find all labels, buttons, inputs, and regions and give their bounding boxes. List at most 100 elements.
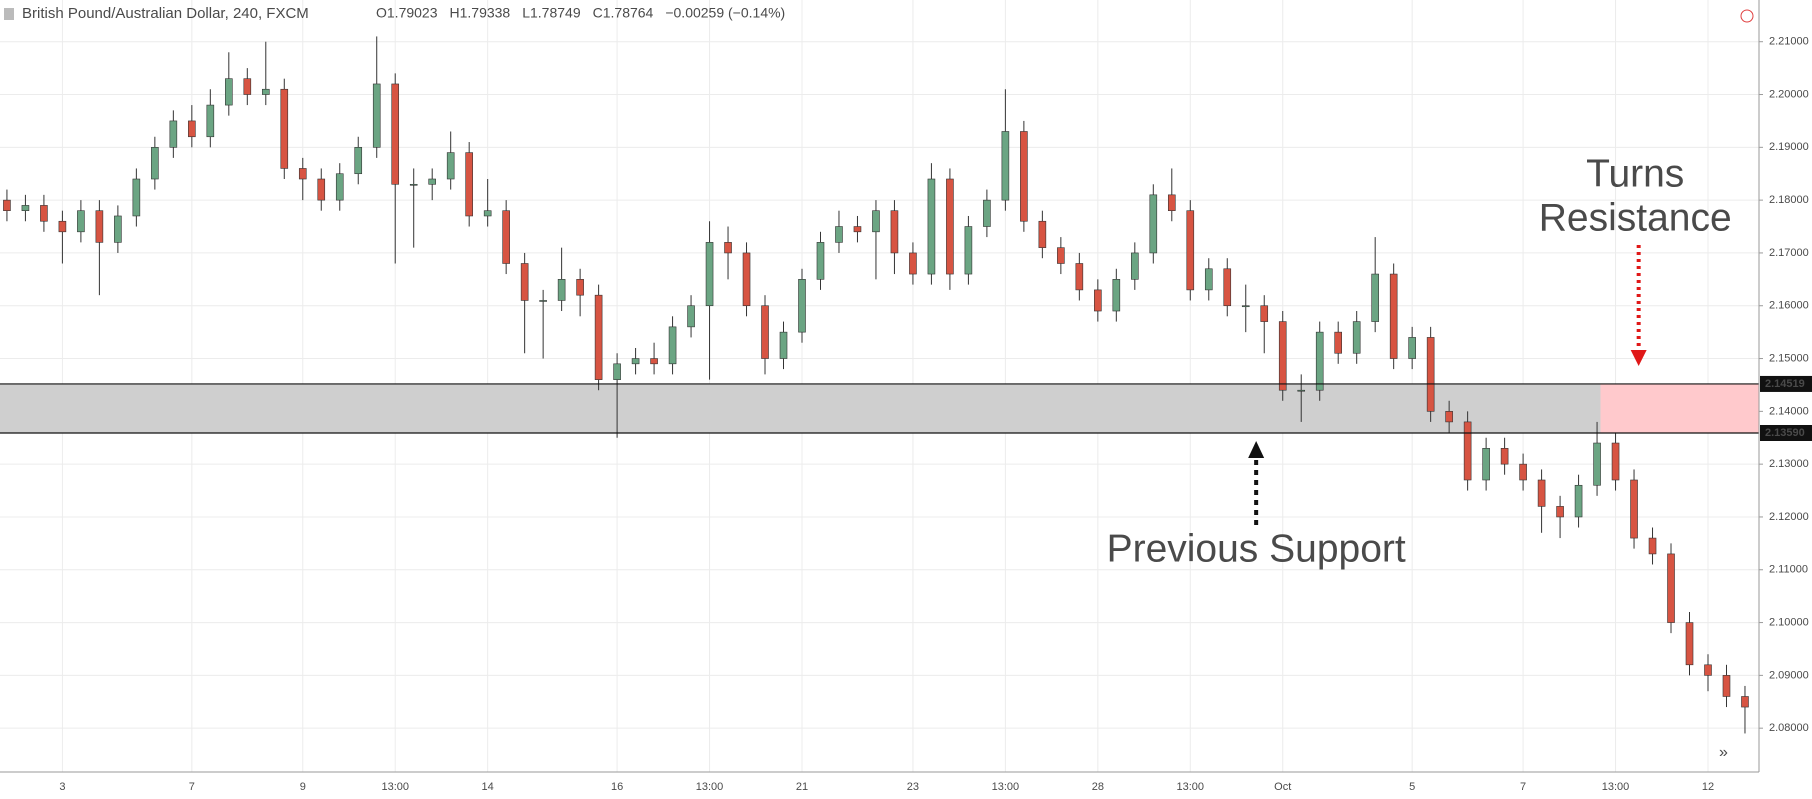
candle-body [502,210,510,264]
candle-body [798,279,806,333]
resistance-label: Resistance [1539,196,1732,239]
overlay: 2.14519 2.13590 Previous Support TurnsResis… [0,152,1812,570]
candle-body [372,83,381,148]
candle-body [1186,210,1195,291]
candle-body [668,326,677,365]
candle-body [206,104,215,138]
candle-body [354,147,363,175]
candle-body [1075,263,1084,291]
candle-body [1094,289,1102,312]
y-tick-label: 2.18000 [1769,194,1809,206]
readout-item: C1.78764 [593,5,654,21]
candle-body [983,199,991,227]
support-zone [0,383,1601,433]
candle-body [964,226,973,275]
candle-body [1260,305,1269,322]
candle-body [483,210,492,217]
candle-body [779,331,788,359]
y-tick-label: 2.14000 [1769,405,1809,417]
candle-body [742,252,751,307]
resistance-arrowhead [1630,350,1647,366]
candle-body [761,305,769,359]
candle-body [3,199,11,211]
candle-body [1315,331,1324,391]
readout-item: −0.00259 (−0.14%) [665,5,785,21]
y-tick-label: 2.09000 [1769,669,1809,681]
zones [0,383,1759,433]
candle-body [594,294,603,380]
x-tick-label: 28 [1092,781,1104,793]
candle-body [576,279,584,296]
y-tick-label: 2.12000 [1769,511,1809,523]
candle-body [1352,321,1361,354]
candle-body [335,173,344,201]
candle-body [58,220,67,233]
candle-body [1389,273,1398,359]
candle-body [557,279,566,301]
y-tick-label: 2.15000 [1769,352,1809,364]
candle-body [872,210,880,233]
symbol-icon [4,8,14,20]
candle-body [1223,268,1232,307]
candle-body [1001,131,1010,201]
x-tick-label: 23 [907,781,919,793]
x-tick-label: 13:00 [1602,781,1630,793]
price-label: 2.14519 [1765,378,1805,390]
candle-body [446,152,455,180]
x-tick-label: 9 [300,781,306,793]
price-label-box [1760,375,1812,392]
candle-body [946,178,954,275]
candle-body [1593,442,1601,486]
x-tick-label: 13:00 [381,781,409,793]
candle-body [428,178,436,185]
x-tick-label: 7 [189,781,195,793]
x-tick-label: 21 [796,781,808,793]
candle-body [1371,273,1379,322]
candle-body [724,242,732,254]
candle-body [1667,553,1675,623]
candle-body [890,210,899,254]
support-arrowhead [1248,441,1265,458]
candle-body [1131,252,1139,280]
candle-body [816,242,825,280]
y-tick-label: 2.21000 [1769,36,1809,48]
y-tick-label: 2.20000 [1769,88,1809,100]
candle-body [1556,506,1564,518]
scroll-button[interactable]: » [1719,744,1728,761]
candle-body [151,147,159,180]
candle-body [1741,696,1749,708]
candle-body [1408,337,1416,359]
candle-body [1020,131,1028,222]
candle-body [631,358,640,365]
alert-icon[interactable] [1740,9,1754,23]
candle-body [1445,411,1453,423]
candle-body [243,78,252,95]
x-tick-label: Oct [1274,781,1291,793]
support-label: Previous Support [1107,527,1406,570]
candle-body [1500,448,1509,465]
candle-body [909,252,917,275]
y-tick-label: 2.16000 [1769,300,1809,312]
candles [3,36,1749,734]
candle-body [539,300,547,302]
candle-body [114,215,122,243]
resistance-label: Turns [1586,152,1684,195]
x-tick-label: 7 [1520,781,1526,793]
price-label-box [1760,424,1812,441]
candle-body [188,120,196,138]
chart-title: British Pound/Australian Dollar, 240, FX… [22,5,309,22]
candle-body [77,210,85,233]
candle-body [520,263,529,301]
candle-body [1611,442,1620,481]
resistance-zone [1600,383,1759,433]
ohlc-readout: O1.79023 H1.79338 L1.78749 C1.78764 −0.00259… [376,5,785,21]
candle-body [465,152,473,217]
candle-body [650,358,658,365]
candle-body [613,363,621,380]
candle-body [1537,479,1546,507]
x-tick-label: 13:00 [696,781,724,793]
price-label: 2.13590 [1765,427,1805,439]
y-tick-label: 2.08000 [1769,722,1809,734]
candle-body [95,210,104,243]
candle-body [391,83,400,185]
